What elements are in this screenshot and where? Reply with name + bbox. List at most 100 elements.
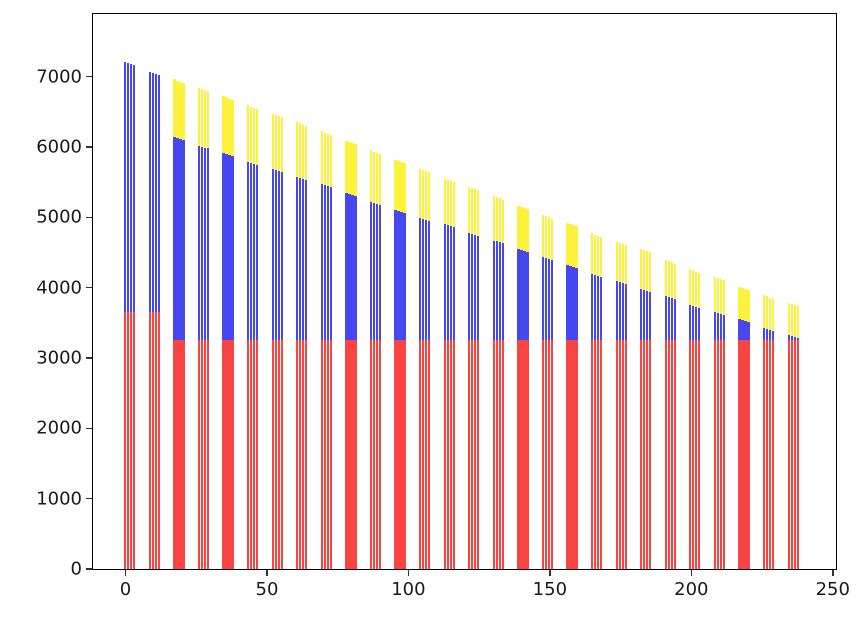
bar-segment-yellow: [572, 225, 575, 268]
bar-segment-yellow: [323, 132, 326, 186]
bar-segment-red: [695, 340, 698, 569]
bar-segment-yellow: [345, 140, 348, 194]
bar-segment-blue: [741, 320, 744, 341]
bar-segment-blue: [474, 234, 477, 341]
bar-segment-red: [354, 340, 357, 569]
bar-segment-blue: [692, 306, 695, 341]
bar-segment-blue: [599, 276, 603, 341]
bar-segment-yellow: [523, 208, 526, 251]
bar-segment-red: [649, 340, 652, 569]
bar-segment-yellow: [320, 131, 323, 185]
bar-segment-yellow: [299, 123, 302, 179]
bar-segment-blue: [452, 227, 455, 341]
bar-segment-red: [477, 340, 480, 569]
bar-segment-red: [646, 340, 649, 569]
bar-segment-yellow: [302, 124, 305, 180]
bar-segment-red: [471, 340, 474, 569]
bar-segment-red: [296, 340, 299, 569]
bar-segment-red: [544, 340, 547, 569]
bar-segment-blue: [329, 187, 332, 341]
bar-segment-red: [246, 340, 250, 569]
bar-segment-yellow: [796, 306, 799, 339]
bar-segment-blue: [520, 249, 523, 341]
bar-segment-red: [130, 311, 133, 569]
bar-segment-blue: [176, 138, 179, 341]
bar-segment-blue: [157, 75, 160, 312]
bar-segment-yellow: [498, 198, 501, 243]
bar-segment-blue: [231, 156, 234, 341]
bar-segment-blue: [277, 171, 280, 341]
bar-segment-red: [403, 340, 406, 569]
bar-segment-red: [501, 340, 504, 569]
bar-segment-yellow: [765, 296, 769, 330]
bar-segment-yellow: [541, 215, 544, 257]
bar-segment-red: [449, 340, 452, 569]
bar-segment-red: [348, 340, 351, 569]
bar-segment-red: [526, 340, 529, 569]
bar-segment-red: [547, 340, 550, 569]
bar-segment-red: [326, 340, 329, 569]
bar-segment-blue: [787, 335, 790, 341]
bar-segment-blue: [771, 331, 775, 341]
bar-segment-yellow: [424, 171, 428, 220]
bar-segment-red: [738, 340, 741, 569]
bar-segment-blue: [443, 224, 446, 341]
bar-segment-blue: [246, 161, 250, 341]
bar-segment-blue: [596, 275, 600, 341]
bar-segment-blue: [624, 283, 627, 341]
bar-segment-red: [765, 340, 769, 569]
bar-segment-yellow: [692, 270, 695, 307]
bar-segment-blue: [572, 267, 575, 341]
bar-segment-blue: [320, 184, 323, 341]
bar-segment-red: [495, 340, 498, 569]
bar-segment-blue: [495, 241, 498, 341]
bar-segment-blue: [375, 203, 379, 341]
bar-segment-blue: [713, 312, 716, 341]
bar-segment-yellow: [790, 304, 793, 337]
bar-segment-red: [596, 340, 600, 569]
bar-segment-red: [424, 340, 428, 569]
bar-segment-blue: [689, 305, 692, 341]
x-tick-label: 200: [674, 579, 709, 600]
bar-segment-red: [670, 340, 673, 569]
bar-segment-blue: [793, 337, 796, 341]
bar-segment-yellow: [747, 290, 750, 323]
bar-segment-red: [790, 340, 793, 569]
bar-segment-red: [397, 340, 400, 569]
bar-segment-yellow: [768, 297, 772, 331]
bar-segment-yellow: [640, 248, 643, 290]
bar-segment-red: [590, 340, 594, 569]
x-tick-label: 150: [532, 579, 568, 600]
bar-segment-red: [541, 340, 544, 569]
bar-segment-red: [400, 340, 403, 569]
bar-segment-blue: [643, 290, 646, 341]
bar-segment-red: [372, 340, 376, 569]
y-tick-label: 7000: [36, 66, 82, 88]
bar-segment-red: [492, 340, 495, 569]
bar-segment-yellow: [176, 80, 179, 139]
bar-segment-yellow: [664, 260, 667, 297]
bar-segment-red: [305, 340, 308, 569]
bar-segment-blue: [179, 139, 182, 341]
bar-segment-red: [673, 340, 676, 569]
bar-segment-yellow: [713, 277, 716, 313]
y-tick-label: 5000: [36, 206, 82, 228]
bar-segment-blue: [397, 211, 400, 341]
bar-segment-red: [599, 340, 603, 569]
bar-segment-yellow: [372, 151, 376, 203]
bar-segment-yellow: [246, 105, 250, 162]
bar-segment-red: [225, 340, 228, 569]
bar-segment-yellow: [421, 169, 425, 219]
bar-segment-blue: [541, 256, 544, 341]
bar-segment-blue: [354, 196, 357, 341]
bar-segment-yellow: [593, 234, 597, 275]
bar-segment-yellow: [520, 207, 523, 250]
bar-segment-red: [154, 311, 157, 569]
bar-segment-red: [793, 340, 796, 569]
bar-segment-blue: [255, 164, 259, 341]
bar-segment-yellow: [566, 222, 569, 266]
bar-segment-red: [692, 340, 695, 569]
bar-segment-yellow: [599, 236, 603, 277]
bar-segment-red: [124, 311, 127, 569]
bar-segment-yellow: [471, 188, 474, 234]
